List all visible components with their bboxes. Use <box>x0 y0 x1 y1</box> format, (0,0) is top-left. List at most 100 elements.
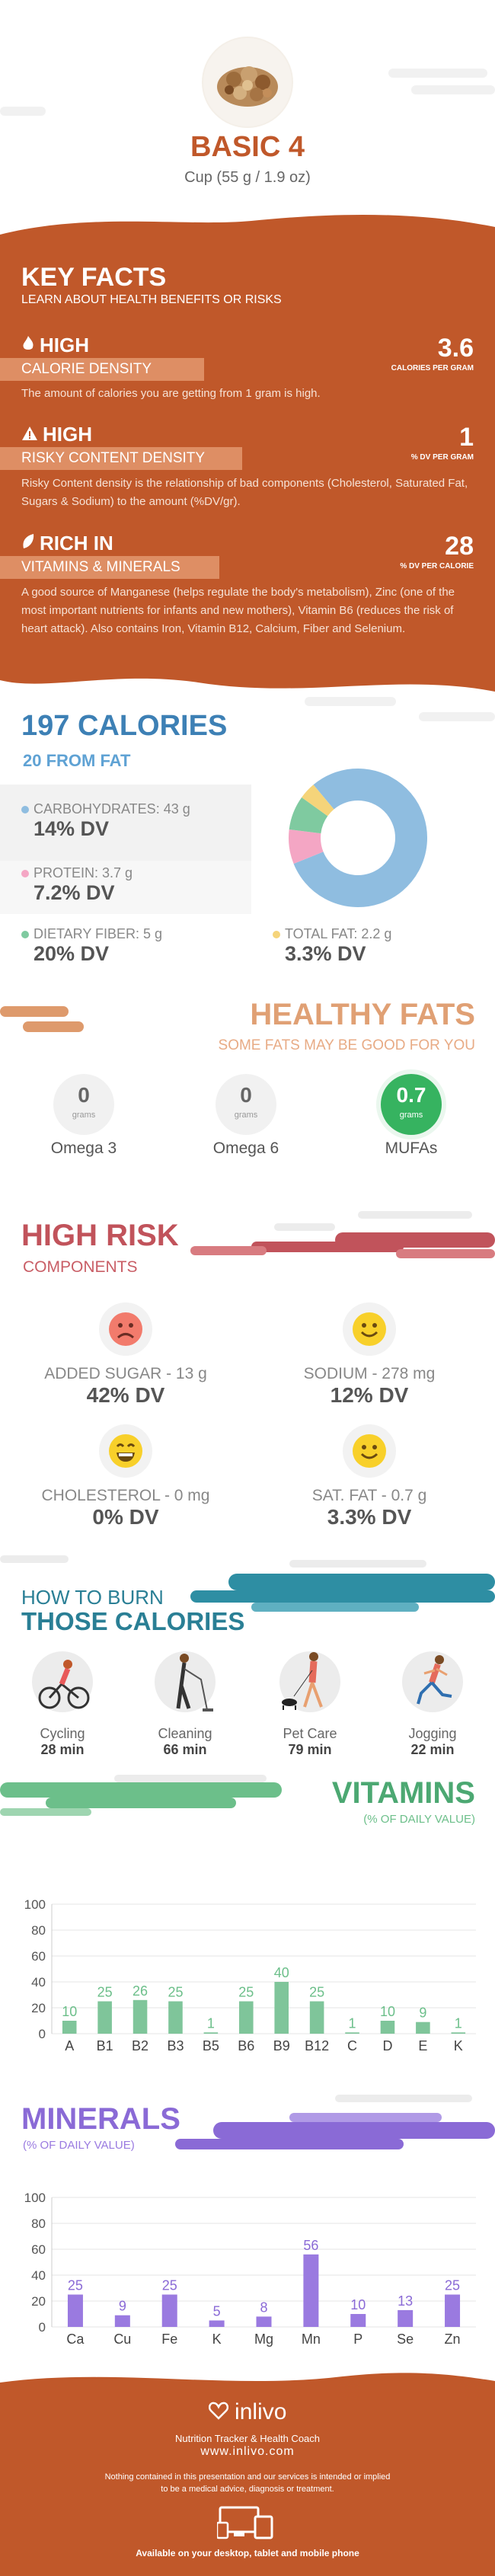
bar <box>398 2309 414 2327</box>
key-facts-title: KEY FACTS <box>21 263 167 292</box>
risk-sat-fat: SAT. FAT - 0.7 g 3.3% DV <box>259 1424 480 1529</box>
bar-value-label: 1 <box>349 2015 356 2031</box>
serving-size: Cup (55 g / 1.9 oz) <box>184 169 311 186</box>
x-tick-label: Ca <box>66 2332 85 2347</box>
bar <box>451 2032 466 2034</box>
fact-label: CALORIE DENSITY <box>0 358 204 381</box>
fat-value: 0.7 <box>396 1083 426 1107</box>
fact-level: RICH IN <box>40 532 113 555</box>
burn-activity: Jogging <box>408 1726 457 1741</box>
nutrient-total-fat: TOTAL FAT: 2.2 g 3.3% DV <box>273 926 391 966</box>
vitamins-chart: 0 20 40 60 80 100 10 A 25 B1 26 B2 25 B3 1 B5 25 B6 40 B9 25… <box>24 1897 476 2053</box>
risk-label: CHOLESTEROL - 0 mg <box>41 1487 210 1504</box>
risk-label: ADDED SUGAR - 13 g <box>44 1365 207 1382</box>
bar-value-label: 25 <box>309 1985 324 2000</box>
x-tick-label: B2 <box>132 2038 148 2053</box>
cleaning-icon <box>155 1651 216 1712</box>
nutrient-label: DIETARY FIBER: 5 g <box>34 926 163 941</box>
fat-unit: grams <box>72 1111 96 1120</box>
bar-value-label: 5 <box>213 2304 221 2319</box>
bar <box>309 2001 324 2034</box>
y-tick-label: 20 <box>31 2001 46 2015</box>
bar-value-label: 56 <box>303 2238 318 2253</box>
bar-value-label: 25 <box>68 2278 83 2293</box>
bar <box>416 2021 430 2034</box>
fact-vitamins-minerals: RICH IN VITAMINS & MINERALS 28 % DV PER … <box>0 532 474 669</box>
bar-value-label: 10 <box>380 2004 395 2019</box>
pet-care-icon <box>279 1651 340 1712</box>
y-tick-label: 100 <box>24 1897 46 1912</box>
minerals-title: MINERALS <box>21 2102 180 2136</box>
bar-value-label: 25 <box>97 1985 113 2000</box>
burn-activity: Cycling <box>40 1726 85 1741</box>
fat-mufas: 0.7 grams MUFAs <box>373 1066 449 1158</box>
bar <box>209 2320 225 2327</box>
nutrient-label: TOTAL FAT: 2.2 g <box>285 926 392 941</box>
fact-unit: % DV PER CALORIE <box>400 562 474 570</box>
x-tick-label: E <box>418 2038 427 2053</box>
vitamins-decoration <box>0 1775 282 1816</box>
calories-from-fat: 20 FROM FAT <box>23 751 131 770</box>
burn-title-2: THOSE CALORIES <box>21 1607 245 1635</box>
footer-url[interactable]: www.inlivo.com <box>200 2445 295 2458</box>
x-tick-label: B5 <box>203 2038 219 2053</box>
bar-value-label: 25 <box>238 1985 254 2000</box>
x-tick-label: B9 <box>273 2038 290 2053</box>
brand-name: inlivo <box>235 2399 287 2424</box>
nutrient-protein: PROTEIN: 3.7 g 7.2% DV <box>21 865 133 905</box>
legend-dot <box>273 931 280 938</box>
burn-time: 79 min <box>288 1742 332 1757</box>
food-image <box>202 37 293 128</box>
bar-value-label: 9 <box>119 2299 126 2314</box>
donut-slice <box>289 769 427 907</box>
bar-value-label: 1 <box>455 2015 462 2031</box>
bar-value-label: 10 <box>350 2297 366 2312</box>
burn-title-1: HOW TO BURN <box>21 1586 164 1609</box>
nutrient-label: CARBOHYDRATES: 43 g <box>34 801 190 817</box>
bar <box>445 2294 461 2327</box>
x-tick-label: C <box>347 2038 357 2053</box>
minerals-subtitle: (% OF DAILY VALUE) <box>23 2139 135 2152</box>
y-tick-label: 0 <box>39 2027 46 2041</box>
bar <box>345 2032 359 2034</box>
fact-calorie-density: HIGH CALORIE DENSITY 3.6 CALORIES PER GR… <box>0 334 474 410</box>
risk-decoration <box>190 1211 495 1258</box>
bar <box>256 2316 272 2327</box>
burn-time: 22 min <box>410 1742 455 1757</box>
bar <box>114 2315 130 2327</box>
flame-icon <box>21 334 35 357</box>
y-tick-label: 20 <box>31 2294 46 2309</box>
footer-tagline: Nutrition Tracker & Health Coach <box>174 2433 321 2444</box>
x-tick-label: B3 <box>167 2038 184 2053</box>
nutrient-carbohydrates: CARBOHYDRATES: 43 g 14% DV <box>21 801 190 841</box>
fact-description: The amount of calories you are getting f… <box>21 387 321 400</box>
bar <box>203 2032 219 2034</box>
x-tick-label: B1 <box>97 2038 113 2053</box>
fat-label: Omega 6 <box>212 1139 279 1157</box>
x-tick-label: A <box>65 2038 74 2053</box>
fact-level: HIGH <box>40 334 89 356</box>
bar-value-label: 26 <box>133 1983 148 1999</box>
fact-value: 28 <box>445 532 474 561</box>
brand-logo: inlivo <box>0 2399 495 2425</box>
fact-value: 1 <box>459 423 474 452</box>
fat-omega6: 0 grams Omega 6 <box>208 1066 284 1158</box>
happy-face-icon <box>343 1302 396 1356</box>
x-tick-label: K <box>212 2332 222 2347</box>
bar <box>133 1999 148 2034</box>
y-tick-label: 60 <box>31 2242 46 2257</box>
fact-risky-content: HIGH RISKY CONTENT DENSITY 1 % DV PER GR… <box>0 423 474 514</box>
burn-decoration <box>0 1555 495 1612</box>
x-tick-label: P <box>353 2332 362 2347</box>
x-tick-label: Se <box>397 2332 414 2347</box>
y-tick-label: 60 <box>31 1949 46 1964</box>
bar <box>274 1982 289 2034</box>
y-tick-label: 100 <box>24 2191 46 2205</box>
fat-label: MUFAs <box>385 1139 438 1157</box>
y-tick-label: 80 <box>31 2216 46 2231</box>
vitamins-title: VITAMINS <box>331 1776 475 1810</box>
y-tick-label: 0 <box>39 2320 46 2335</box>
key-facts-subtitle: LEARN ABOUT HEALTH BENEFITS OR RISKS <box>21 293 282 306</box>
bar <box>350 2314 366 2327</box>
y-tick-label: 40 <box>31 1975 46 1990</box>
